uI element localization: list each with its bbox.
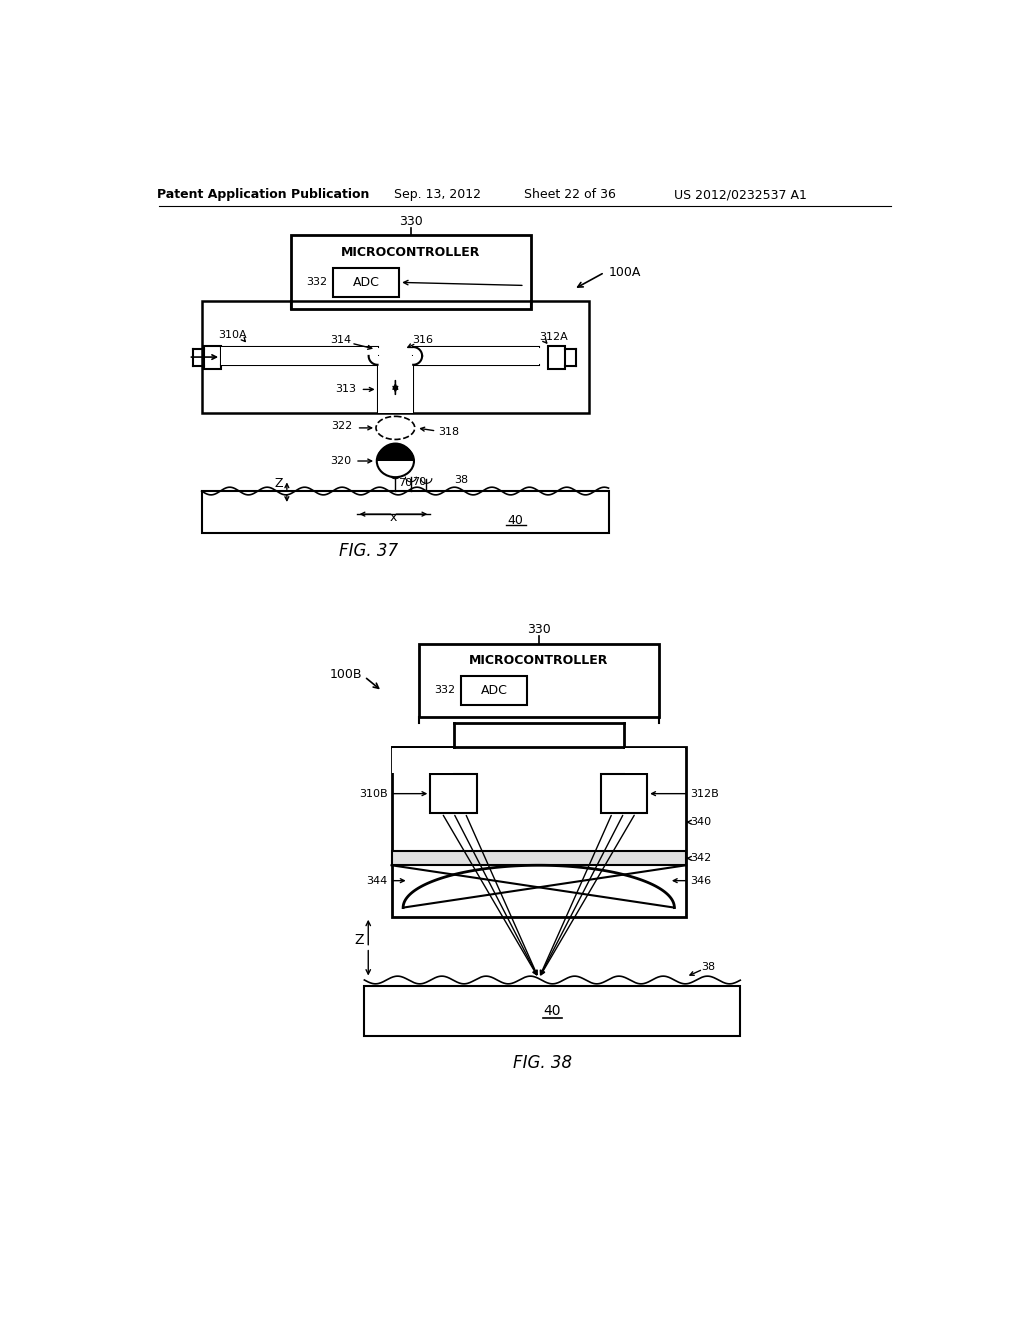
Ellipse shape <box>377 445 414 477</box>
Text: 346: 346 <box>690 875 711 886</box>
Text: 70: 70 <box>413 477 426 487</box>
Bar <box>625 748 685 774</box>
Text: 312B: 312B <box>690 788 719 799</box>
Bar <box>334 268 399 297</box>
Text: 100B: 100B <box>330 668 362 681</box>
Text: FIG. 37: FIG. 37 <box>339 543 397 560</box>
Text: ADC: ADC <box>480 684 508 697</box>
Text: 38: 38 <box>455 475 468 486</box>
Wedge shape <box>377 442 414 461</box>
Bar <box>601 775 647 813</box>
Text: 330: 330 <box>399 215 423 228</box>
Text: 312A: 312A <box>539 333 567 342</box>
Bar <box>391 747 686 917</box>
Text: 330: 330 <box>527 623 551 636</box>
Text: 100A: 100A <box>608 265 641 279</box>
Text: 314: 314 <box>331 335 351 345</box>
Bar <box>365 986 740 1036</box>
Text: Z: Z <box>274 477 284 490</box>
Text: 40: 40 <box>544 1005 561 1018</box>
Text: Patent Application Publication: Patent Application Publication <box>158 187 370 201</box>
Text: 322: 322 <box>332 421 352 432</box>
Bar <box>548 346 565 368</box>
Text: 316: 316 <box>412 335 433 345</box>
Text: 313: 313 <box>336 384 356 395</box>
Bar <box>221 347 378 364</box>
Text: 320: 320 <box>330 455 351 466</box>
Text: 340: 340 <box>690 817 711 828</box>
Bar <box>391 851 686 866</box>
Text: 318: 318 <box>438 426 459 437</box>
Text: Sheet 22 of 36: Sheet 22 of 36 <box>524 187 615 201</box>
Text: MICROCONTROLLER: MICROCONTROLLER <box>341 246 480 259</box>
Text: FIG. 38: FIG. 38 <box>513 1055 572 1072</box>
Bar <box>414 347 539 364</box>
Bar <box>202 491 608 533</box>
Text: 70: 70 <box>398 478 413 488</box>
Bar <box>392 748 453 774</box>
Text: ADC: ADC <box>353 276 380 289</box>
Bar <box>204 346 221 368</box>
Bar <box>461 676 527 705</box>
Text: 310A: 310A <box>218 330 247 341</box>
Text: 40: 40 <box>508 513 523 527</box>
Bar <box>291 235 531 309</box>
Text: 344: 344 <box>367 875 388 886</box>
Text: 310B: 310B <box>359 788 388 799</box>
Text: 332: 332 <box>434 685 455 696</box>
Text: Sep. 13, 2012: Sep. 13, 2012 <box>394 187 481 201</box>
Text: x: x <box>390 511 397 524</box>
Text: Z: Z <box>354 933 364 946</box>
Bar <box>430 775 477 813</box>
Bar <box>202 301 589 413</box>
Text: US 2012/0232537 A1: US 2012/0232537 A1 <box>674 187 807 201</box>
Bar <box>378 356 414 413</box>
Text: 342: 342 <box>690 853 711 863</box>
Text: 38: 38 <box>701 962 716 972</box>
Text: 332: 332 <box>306 277 328 288</box>
Bar <box>419 644 658 717</box>
Ellipse shape <box>376 416 415 440</box>
Text: MICROCONTROLLER: MICROCONTROLLER <box>469 653 608 667</box>
